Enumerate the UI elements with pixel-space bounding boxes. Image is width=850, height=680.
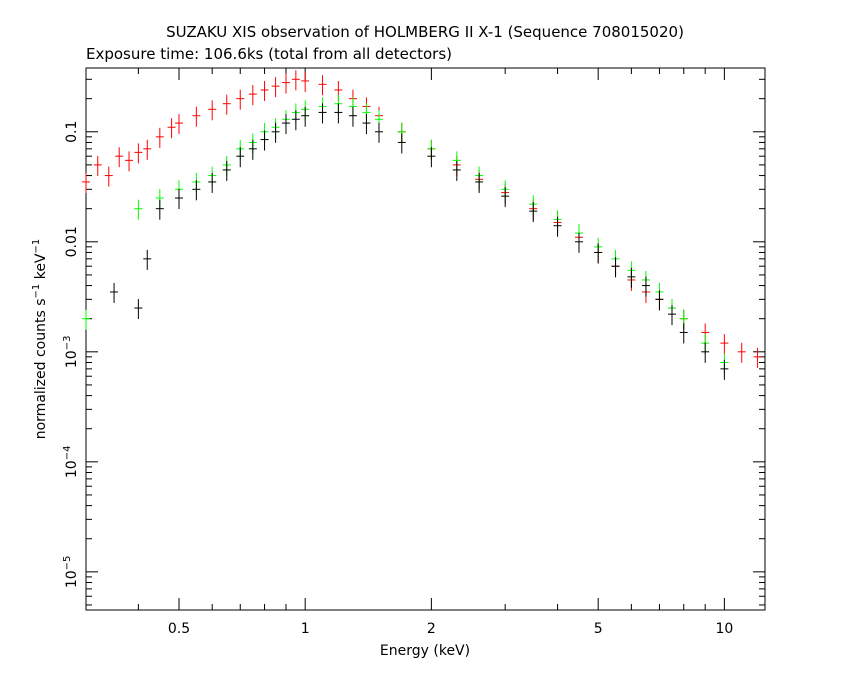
y-axis-label-mid: keV bbox=[33, 253, 49, 284]
y-tick-label: 0.01 bbox=[64, 226, 80, 257]
y-tick-labels: 0.1 0.01 10−3 10−4 10−5 bbox=[62, 121, 80, 588]
y-tick-label: 10−3 bbox=[62, 336, 80, 369]
x-tick-label: 2 bbox=[427, 621, 436, 637]
y-tick-label: 10−5 bbox=[62, 556, 80, 589]
x-tick-label: 0.5 bbox=[168, 621, 190, 637]
plot-frame bbox=[85, 67, 766, 611]
chart-title: SUZAKU XIS observation of HOLMBERG II X-… bbox=[166, 23, 684, 41]
x-tick-labels: 0.5 1 2 5 10 bbox=[168, 621, 733, 637]
series-1 bbox=[82, 94, 729, 374]
y-axis-label: normalized counts s−1 keV−1 bbox=[31, 239, 49, 440]
chart-subtitle: Exposure time: 106.6ks (total from all d… bbox=[86, 45, 452, 63]
y-tick-label: 0.1 bbox=[64, 121, 80, 143]
data-series bbox=[82, 70, 762, 380]
x-tick-label: 10 bbox=[715, 621, 733, 637]
axis-ticks bbox=[85, 68, 765, 610]
x-tick-label: 1 bbox=[301, 621, 310, 637]
y-axis-label-main: normalized counts s bbox=[33, 298, 49, 439]
x-tick-label: 5 bbox=[594, 621, 603, 637]
y-axis-label-sup2: −1 bbox=[31, 239, 42, 254]
series-0 bbox=[82, 70, 762, 368]
y-tick-label: 10−4 bbox=[62, 446, 80, 479]
y-axis-label-sup1: −1 bbox=[31, 284, 42, 299]
x-axis-label: Energy (keV) bbox=[380, 643, 470, 659]
series-2 bbox=[110, 103, 729, 380]
